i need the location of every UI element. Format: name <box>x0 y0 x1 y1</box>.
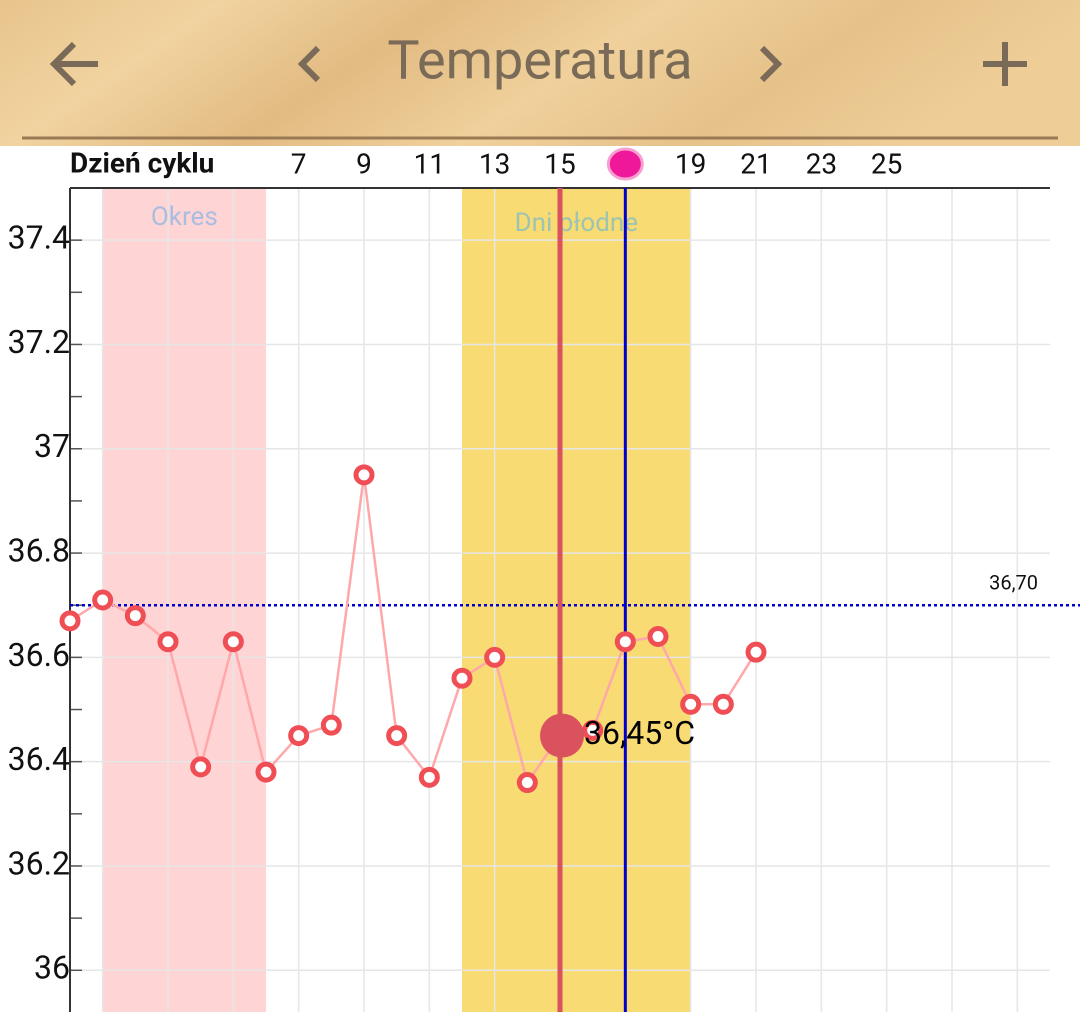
x-tick-label: 13 <box>479 147 510 180</box>
header-title: Temperatura <box>387 29 692 92</box>
temperature-point <box>614 631 636 653</box>
temperature-point <box>745 641 767 663</box>
temperature-line <box>69 474 758 786</box>
reference-label: 36,70 <box>989 570 1038 594</box>
ovulation-marker <box>606 147 644 181</box>
x-tick-label: 25 <box>871 147 902 180</box>
temperature-point <box>451 667 473 689</box>
temperature-point <box>582 719 604 741</box>
next-button[interactable] <box>759 45 783 83</box>
y-tick-label: 36.2 <box>8 844 70 882</box>
back-button[interactable] <box>49 41 98 87</box>
y-tick-label: 36.4 <box>8 740 70 778</box>
y-tick-label: 37.2 <box>8 323 70 361</box>
band <box>462 188 691 1012</box>
band-label: Okres <box>151 202 218 232</box>
x-tick-label: 7 <box>291 147 307 180</box>
temperature-point <box>353 464 375 486</box>
x-tick-label: 23 <box>806 147 837 180</box>
temperature-point <box>516 772 538 794</box>
prev-button[interactable] <box>297 45 321 83</box>
temperature-point <box>222 631 244 653</box>
band-label: Dni płodne <box>515 208 638 238</box>
x-tick-label: 11 <box>414 147 445 180</box>
temperature-point <box>680 693 702 715</box>
temperature-point <box>157 631 179 653</box>
temperature-point <box>418 766 440 788</box>
temperature-point <box>320 714 342 736</box>
y-tick-label: 37 <box>34 427 70 465</box>
header-bg <box>0 0 1080 146</box>
selected-value-label: 36,45°C <box>584 714 695 752</box>
temperature-point <box>190 756 212 778</box>
temperature-point <box>484 646 506 668</box>
temperature-point <box>712 693 734 715</box>
temperature-point <box>124 605 146 627</box>
temperature-point <box>386 725 408 747</box>
y-tick-label: 36.8 <box>8 532 70 570</box>
temperature-point <box>647 626 669 648</box>
y-tick-label: 37.4 <box>8 219 70 257</box>
plot: 36 36.2 36.4 36.6 36.8 37 37.2 37.4 7 9 11 13 15 19 21… <box>8 147 1080 1012</box>
temperature-point <box>92 589 114 611</box>
temperature-point <box>288 725 310 747</box>
y-tick-label: 36.6 <box>8 636 70 674</box>
y-tick-label: 36 <box>34 949 70 987</box>
x-axis-label: Dzień cyklu <box>70 146 214 179</box>
x-tick-label: 15 <box>544 147 575 180</box>
header: Temperatura <box>0 0 1080 146</box>
x-tick-label: 21 <box>740 147 771 180</box>
selected-point <box>540 713 584 758</box>
add-button[interactable] <box>983 42 1027 86</box>
x-tick-label: 19 <box>675 147 706 180</box>
x-tick-label: 9 <box>356 147 372 180</box>
band <box>102 188 267 1012</box>
temperature-point <box>59 610 81 632</box>
temperature-point <box>255 761 277 783</box>
